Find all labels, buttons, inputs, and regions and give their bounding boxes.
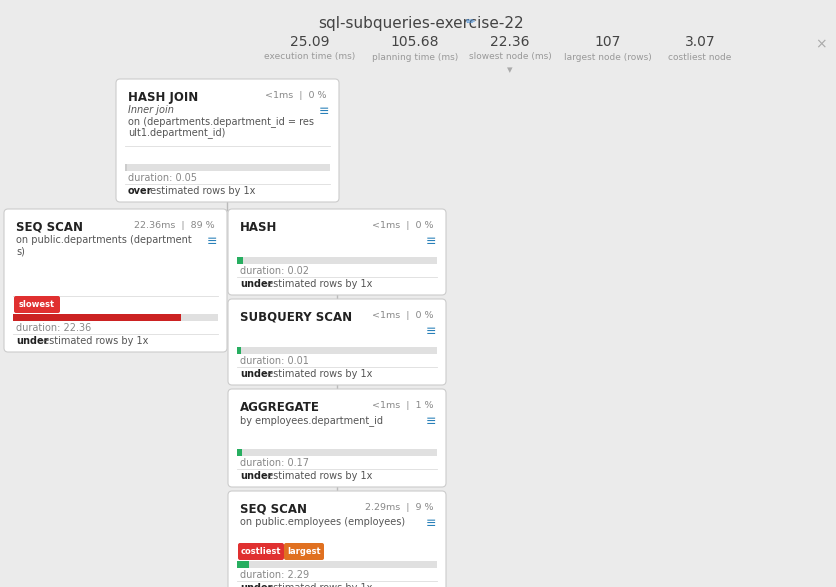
Text: under: under xyxy=(240,583,273,587)
Text: <1ms  |  0 %: <1ms | 0 % xyxy=(372,311,434,320)
Text: execution time (ms): execution time (ms) xyxy=(264,52,355,62)
Text: ≡: ≡ xyxy=(425,325,436,338)
FancyBboxPatch shape xyxy=(4,209,227,352)
Text: Inner join: Inner join xyxy=(128,105,174,115)
Text: estimated rows by 1x: estimated rows by 1x xyxy=(263,583,372,587)
Text: slowest: slowest xyxy=(19,300,55,309)
Text: 22.36: 22.36 xyxy=(490,35,529,49)
Text: sql-subqueries-exercise-22: sql-subqueries-exercise-22 xyxy=(318,16,523,31)
Text: 25.09: 25.09 xyxy=(290,35,329,49)
Text: 3.07: 3.07 xyxy=(684,35,715,49)
Bar xyxy=(237,257,242,264)
Text: ✏: ✏ xyxy=(466,17,475,27)
Bar xyxy=(237,347,436,354)
Bar xyxy=(125,164,127,171)
Text: largest node (rows): largest node (rows) xyxy=(563,52,651,62)
Bar xyxy=(13,314,217,321)
Bar xyxy=(237,561,248,568)
Text: largest: largest xyxy=(287,547,320,556)
FancyBboxPatch shape xyxy=(227,299,446,385)
Text: HASH JOIN: HASH JOIN xyxy=(128,91,198,104)
FancyBboxPatch shape xyxy=(283,543,324,560)
FancyBboxPatch shape xyxy=(116,79,339,202)
Text: SEQ SCAN: SEQ SCAN xyxy=(240,503,307,516)
Text: 22.36ms  |  89 %: 22.36ms | 89 % xyxy=(135,221,215,230)
Text: duration: 0.01: duration: 0.01 xyxy=(240,356,308,366)
FancyBboxPatch shape xyxy=(14,296,60,313)
Text: estimated rows by 1x: estimated rows by 1x xyxy=(40,336,148,346)
Bar xyxy=(237,561,436,568)
Text: duration: 2.29: duration: 2.29 xyxy=(240,570,308,580)
Bar xyxy=(237,449,436,456)
Text: under: under xyxy=(240,279,273,289)
FancyBboxPatch shape xyxy=(227,209,446,295)
FancyBboxPatch shape xyxy=(227,491,446,587)
Text: slowest node (ms): slowest node (ms) xyxy=(468,52,551,62)
Text: ≡: ≡ xyxy=(319,105,329,118)
Text: over: over xyxy=(128,186,152,196)
Text: duration: 22.36: duration: 22.36 xyxy=(16,323,91,333)
Text: under: under xyxy=(240,471,273,481)
Text: estimated rows by 1x: estimated rows by 1x xyxy=(147,186,255,196)
Text: under: under xyxy=(240,369,273,379)
Bar xyxy=(237,347,241,354)
Text: planning time (ms): planning time (ms) xyxy=(371,52,457,62)
Bar xyxy=(13,314,181,321)
Text: 2.29ms  |  9 %: 2.29ms | 9 % xyxy=(365,503,434,512)
Text: ×: × xyxy=(814,37,826,51)
FancyBboxPatch shape xyxy=(227,389,446,487)
Text: duration: 0.05: duration: 0.05 xyxy=(128,173,196,183)
Text: SEQ SCAN: SEQ SCAN xyxy=(16,221,83,234)
Text: under: under xyxy=(16,336,48,346)
Bar xyxy=(237,257,436,264)
FancyBboxPatch shape xyxy=(237,543,283,560)
Text: ult1.department_id): ult1.department_id) xyxy=(128,127,225,138)
Text: ≡: ≡ xyxy=(206,235,217,248)
Text: ≡: ≡ xyxy=(425,235,436,248)
Text: on public.departments (department: on public.departments (department xyxy=(16,235,191,245)
Text: HASH: HASH xyxy=(240,221,277,234)
Text: duration: 0.17: duration: 0.17 xyxy=(240,458,308,468)
Text: ≡: ≡ xyxy=(425,415,436,428)
Text: on (departments.department_id = res: on (departments.department_id = res xyxy=(128,116,314,127)
Bar xyxy=(125,164,329,171)
Text: by employees.department_id: by employees.department_id xyxy=(240,415,383,426)
Text: s): s) xyxy=(16,246,25,256)
Text: <1ms  |  0 %: <1ms | 0 % xyxy=(372,221,434,230)
Text: duration: 0.02: duration: 0.02 xyxy=(240,266,308,276)
Text: on public.employees (employees): on public.employees (employees) xyxy=(240,517,405,527)
Text: costliest node: costliest node xyxy=(667,52,731,62)
Text: 107: 107 xyxy=(594,35,620,49)
Text: costliest: costliest xyxy=(241,547,281,556)
Text: SUBQUERY SCAN: SUBQUERY SCAN xyxy=(240,311,352,324)
Text: 105.68: 105.68 xyxy=(390,35,439,49)
Text: estimated rows by 1x: estimated rows by 1x xyxy=(263,369,372,379)
Bar xyxy=(237,449,242,456)
Text: AGGREGATE: AGGREGATE xyxy=(240,401,319,414)
Text: <1ms  |  1 %: <1ms | 1 % xyxy=(372,401,434,410)
Text: ≡: ≡ xyxy=(425,517,436,530)
Text: estimated rows by 1x: estimated rows by 1x xyxy=(263,279,372,289)
Text: estimated rows by 1x: estimated rows by 1x xyxy=(263,471,372,481)
Text: ▾: ▾ xyxy=(507,65,512,75)
Text: <1ms  |  0 %: <1ms | 0 % xyxy=(265,91,327,100)
